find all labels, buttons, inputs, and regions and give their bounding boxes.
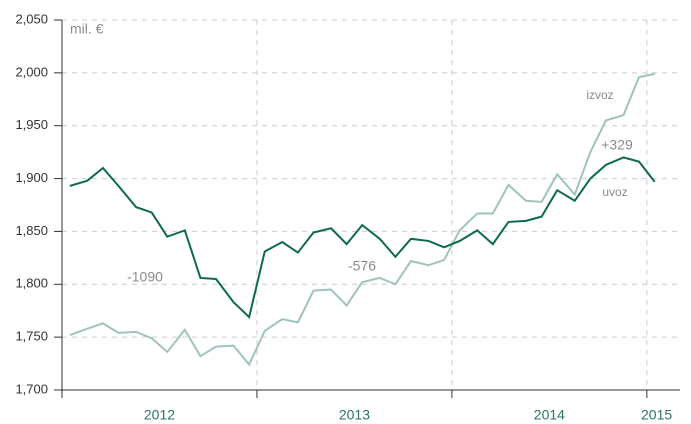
annotation: -1090	[127, 269, 163, 285]
series-label: uvoz	[602, 185, 627, 199]
x-tick-label: 2015	[641, 407, 672, 423]
y-tick-label: 2,000	[15, 64, 48, 79]
series-line	[69, 72, 655, 367]
y-tick-label: 1,800	[15, 276, 48, 291]
y-tick-label: 1,950	[15, 117, 48, 132]
annotation: +329	[601, 137, 633, 153]
y-tick-label: 1,750	[15, 329, 48, 344]
y-tick-label: 1,700	[15, 381, 48, 396]
y-tick-label: 2,050	[15, 11, 48, 26]
unit-label: mil. €	[70, 21, 104, 37]
annotation: -576	[348, 258, 376, 274]
series-label: izvoz	[586, 88, 613, 102]
series-line	[69, 156, 656, 319]
y-tick-label: 1,850	[15, 223, 48, 238]
x-tick-label: 2013	[339, 407, 370, 423]
x-tick-label: 2012	[144, 407, 175, 423]
x-tick-label: 2014	[534, 407, 565, 423]
y-tick-label: 1,900	[15, 170, 48, 185]
